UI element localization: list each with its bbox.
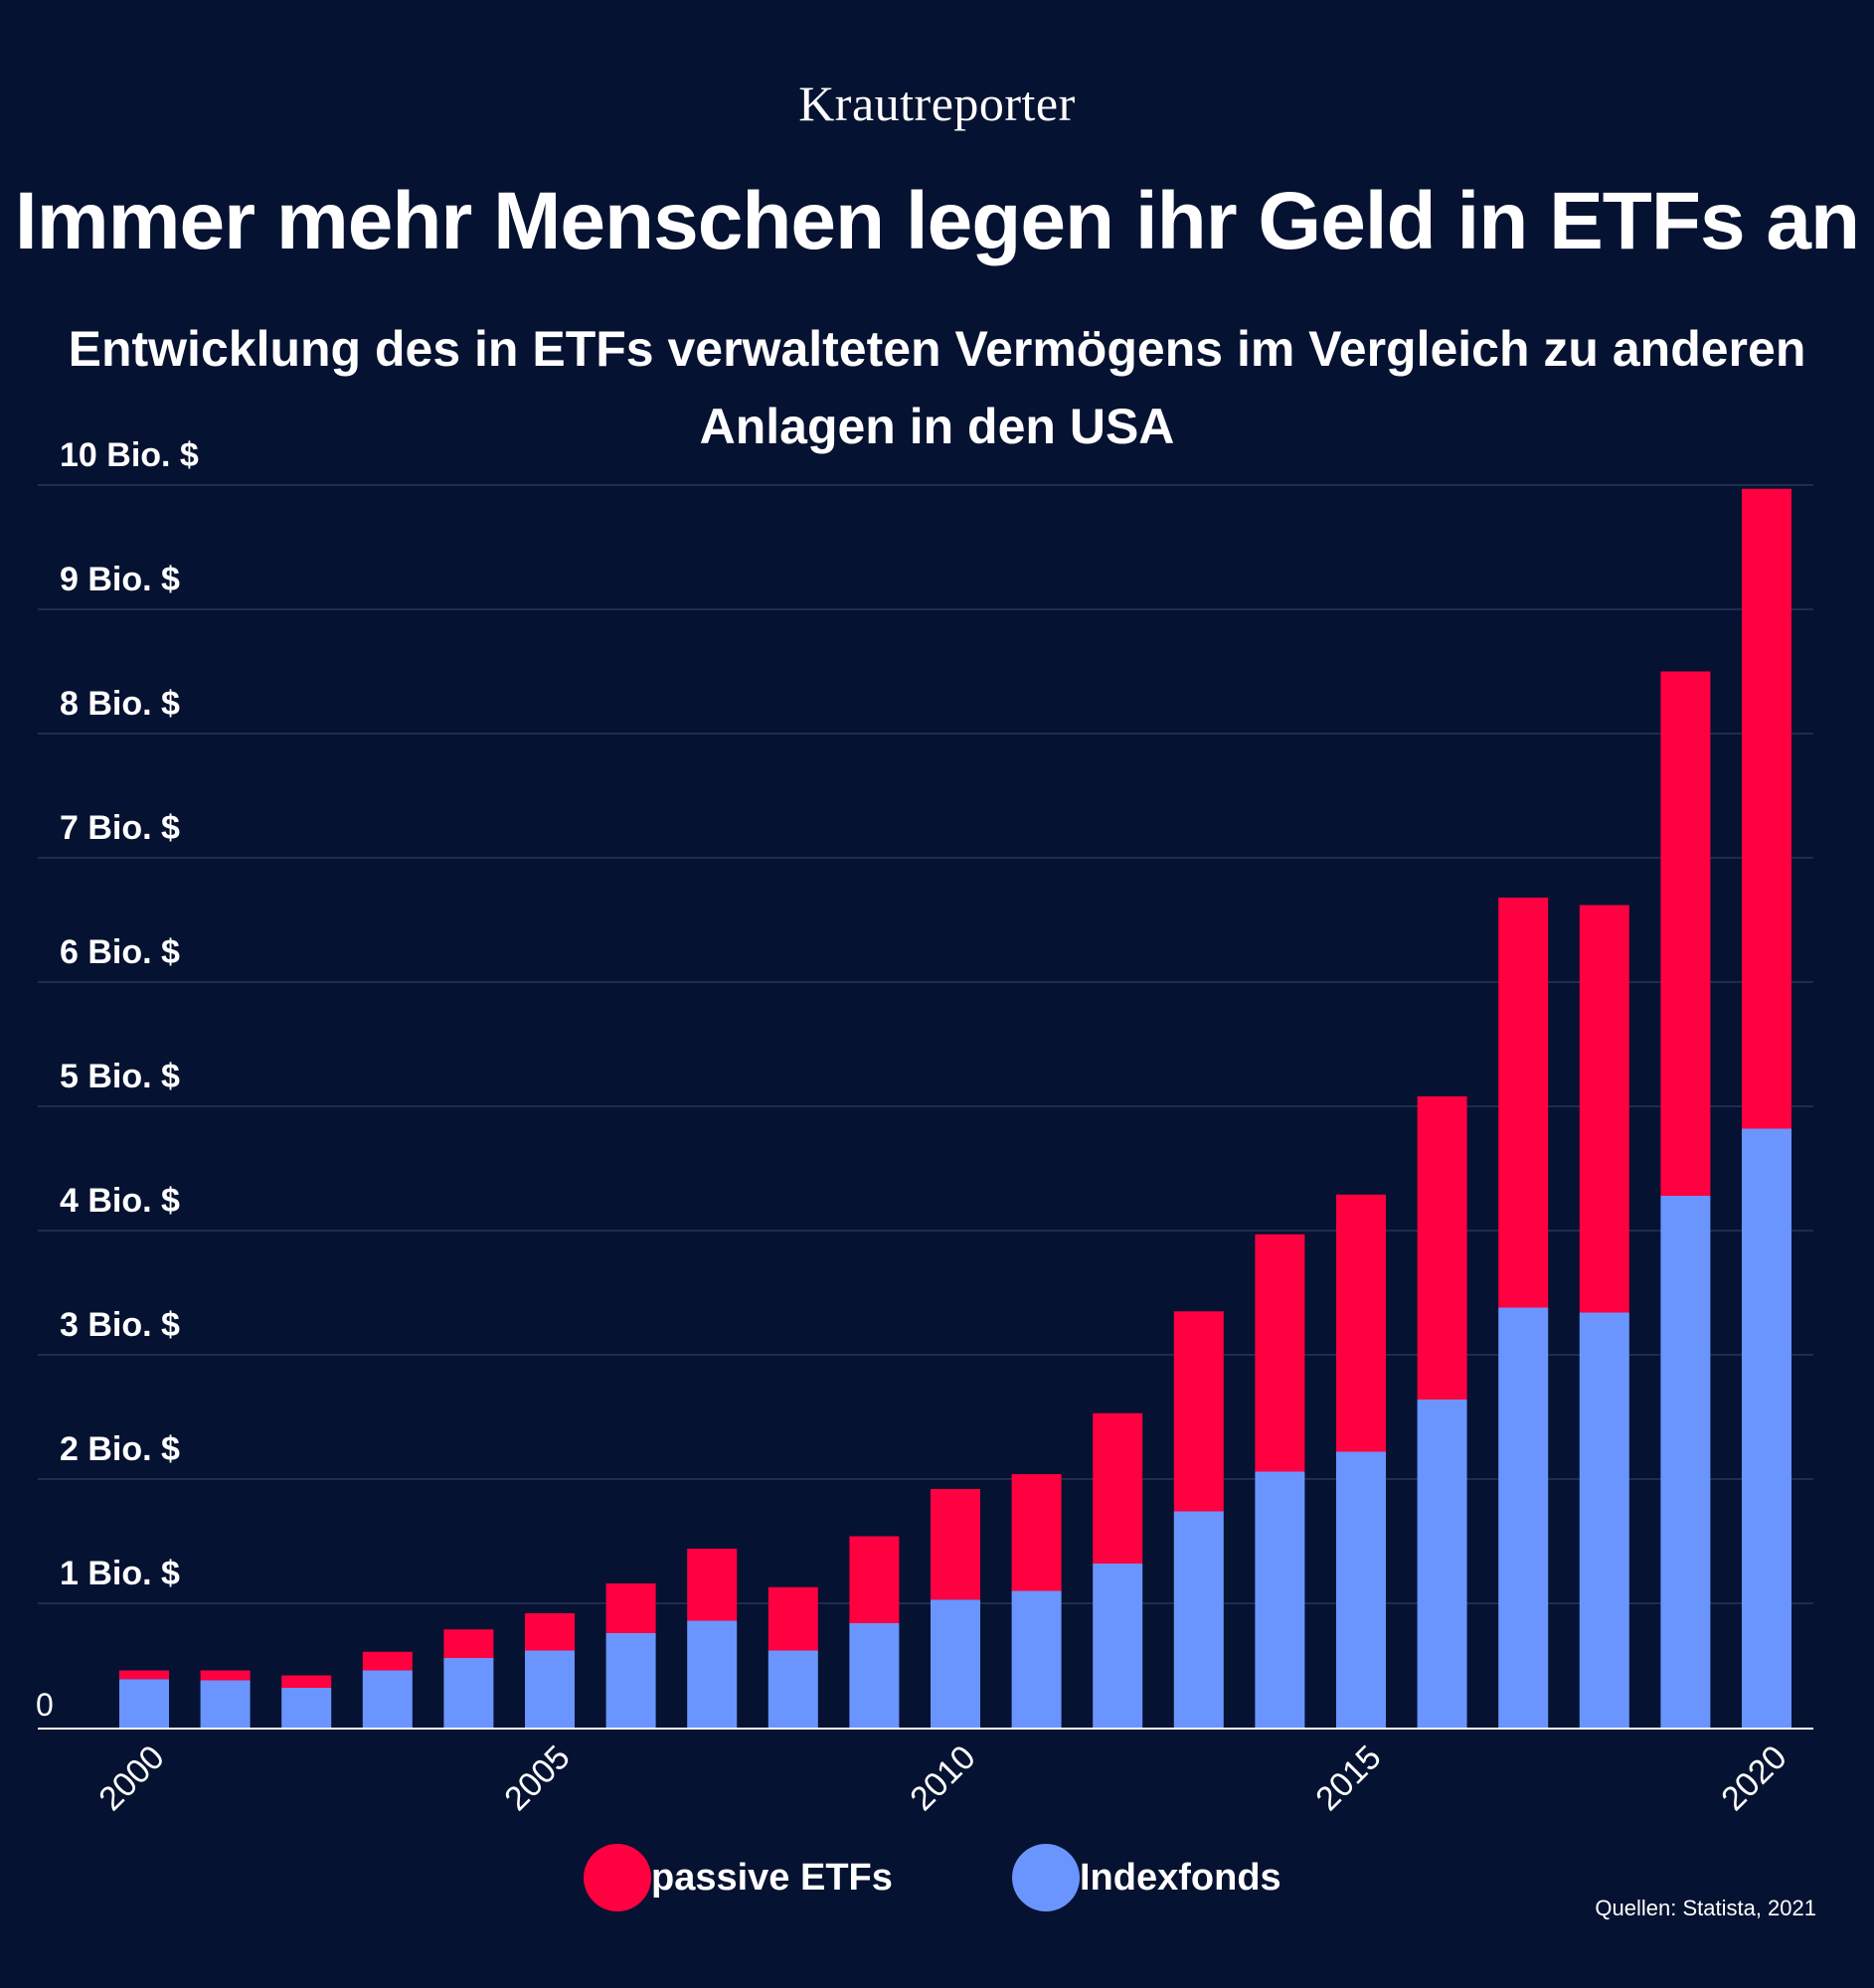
y-tick-label-7: 7 Bio. $ <box>60 809 180 847</box>
brand-logo: Krautreporter <box>798 76 1076 131</box>
bar-passive-etfs-2003 <box>362 1651 413 1671</box>
bar-passive-etfs-2009 <box>849 1536 900 1623</box>
legend-swatch-passive-etfs <box>584 1844 651 1911</box>
bar-passive-etfs-2017 <box>1498 898 1549 1308</box>
bar-indexfonds-2009 <box>849 1623 900 1728</box>
bar-indexfonds-2006 <box>605 1633 656 1728</box>
x-tick-label-2020: 2020 <box>1714 1739 1793 1818</box>
bar-passive-etfs-2004 <box>443 1629 494 1658</box>
bar-indexfonds-2011 <box>1011 1590 1062 1728</box>
bar-passive-etfs-2016 <box>1417 1096 1467 1400</box>
bar-passive-etfs-2014 <box>1255 1234 1305 1472</box>
y-tick-label-2: 2 Bio. $ <box>60 1430 180 1468</box>
bar-passive-etfs-2008 <box>767 1586 818 1651</box>
bar-passive-etfs-2018 <box>1579 905 1629 1313</box>
legend-item-passive-etfs: passive ETFs <box>584 1844 893 1911</box>
bar-indexfonds-2014 <box>1255 1471 1305 1728</box>
legend-label-indexfonds: Indexfonds <box>1080 1856 1281 1899</box>
bar-passive-etfs-2002 <box>281 1675 332 1688</box>
bar-indexfonds-2002 <box>281 1688 332 1728</box>
bar-indexfonds-2001 <box>200 1680 251 1728</box>
bar-passive-etfs-2019 <box>1660 671 1711 1196</box>
y-tick-label-0: 0 <box>36 1687 54 1723</box>
bar-indexfonds-2019 <box>1660 1196 1711 1728</box>
y-tick-label-8: 8 Bio. $ <box>60 685 180 723</box>
y-tick-label-10: 10 Bio. $ <box>60 436 199 474</box>
bar-passive-etfs-2006 <box>605 1583 656 1633</box>
x-axis-tick-labels: 2000 2005 2010 2015 2020 <box>91 1739 1793 1818</box>
legend-label-passive-etfs: passive ETFs <box>651 1856 893 1899</box>
bar-indexfonds-2010 <box>931 1599 980 1728</box>
bar-indexfonds-2013 <box>1173 1511 1224 1728</box>
bar-indexfonds-2000 <box>119 1679 169 1728</box>
bar-indexfonds-2018 <box>1579 1312 1629 1728</box>
bar-passive-etfs-2020 <box>1742 488 1791 1129</box>
legend-item-indexfonds: Indexfonds <box>1012 1844 1281 1911</box>
legend-swatch-indexfonds <box>1012 1844 1080 1911</box>
y-tick-label-4: 4 Bio. $ <box>60 1182 180 1220</box>
bar-indexfonds-2016 <box>1417 1400 1467 1728</box>
y-axis-tick-labels: 0 1 Bio. $ 2 Bio. $ 3 Bio. $ 4 Bio. $ 5 Bio. … <box>36 436 199 1723</box>
x-tick-label-2005: 2005 <box>497 1739 577 1818</box>
bar-passive-etfs-2012 <box>1093 1412 1143 1564</box>
x-tick-label-2010: 2010 <box>903 1739 982 1818</box>
y-tick-label-6: 6 Bio. $ <box>60 933 180 971</box>
x-tick-label-2015: 2015 <box>1308 1739 1388 1818</box>
bar-indexfonds-2015 <box>1336 1451 1386 1728</box>
chart-subtitle: Entwicklung des in ETFs verwalteten Verm… <box>68 321 1806 454</box>
bar-passive-etfs-2015 <box>1336 1194 1386 1452</box>
y-tick-label-5: 5 Bio. $ <box>60 1058 180 1095</box>
bar-passive-etfs-2000 <box>119 1670 169 1680</box>
source-note: Quellen: Statista, 2021 <box>1595 1896 1816 1920</box>
bar-indexfonds-2020 <box>1742 1128 1791 1728</box>
bar-passive-etfs-2010 <box>931 1489 980 1600</box>
bar-passive-etfs-2013 <box>1173 1311 1224 1512</box>
bar-passive-etfs-2001 <box>200 1670 251 1681</box>
bar-indexfonds-2005 <box>525 1650 575 1728</box>
y-tick-label-9: 9 Bio. $ <box>60 561 180 598</box>
stacked-bar-chart: 0 1 Bio. $ 2 Bio. $ 3 Bio. $ 4 Bio. $ 5 Bio. … <box>36 436 1813 1818</box>
y-tick-label-3: 3 Bio. $ <box>60 1306 180 1344</box>
bar-indexfonds-2008 <box>767 1650 818 1728</box>
y-tick-label-1: 1 Bio. $ <box>60 1555 180 1592</box>
bar-indexfonds-2007 <box>687 1620 738 1728</box>
bar-group <box>119 488 1791 1728</box>
bar-indexfonds-2004 <box>443 1658 494 1728</box>
bar-indexfonds-2003 <box>362 1670 413 1728</box>
bar-indexfonds-2017 <box>1498 1307 1549 1728</box>
bar-passive-etfs-2005 <box>525 1613 575 1651</box>
bar-indexfonds-2012 <box>1093 1564 1143 1728</box>
bar-passive-etfs-2007 <box>687 1549 738 1621</box>
chart-title: Immer mehr Menschen legen ihr Geld in ET… <box>14 176 1860 266</box>
bar-passive-etfs-2011 <box>1011 1474 1062 1591</box>
x-tick-label-2000: 2000 <box>91 1739 171 1818</box>
